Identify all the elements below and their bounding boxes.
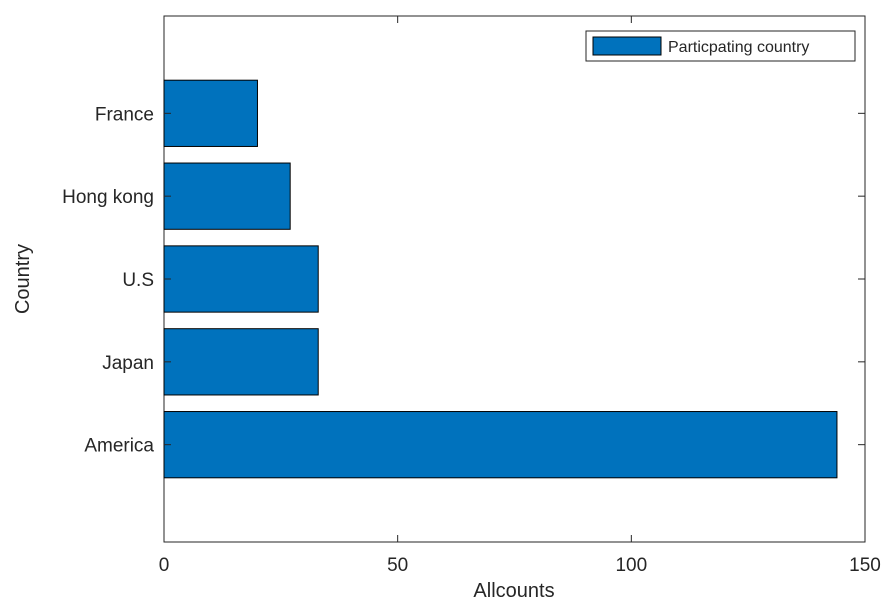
y-ticks-group: America Japan U.S Hong kong France — [62, 104, 865, 457]
x-axis-title: Allcounts — [473, 580, 554, 601]
bar-america — [163, 411, 838, 479]
y-tick-label: U.S — [122, 270, 154, 291]
bars-group — [163, 79, 838, 479]
bar-hong-kong — [163, 162, 291, 230]
x-tick-label: 100 — [615, 555, 647, 576]
y-axis-title: Country — [12, 244, 34, 314]
y-tick-label: Japan — [102, 353, 154, 374]
bar-france — [163, 79, 258, 147]
y-tick-label: America — [84, 436, 154, 457]
x-tick-label: 50 — [387, 555, 408, 576]
x-ticks-group: 0 50 100 150 — [159, 16, 881, 576]
x-tick-label: 0 — [159, 555, 170, 576]
y-tick-label: Hong kong — [62, 187, 154, 208]
y-tick-label: France — [95, 104, 154, 125]
bar-u-s — [163, 245, 319, 313]
legend-label: Particpating country — [668, 39, 809, 56]
bar-japan — [163, 328, 319, 396]
x-tick-label: 150 — [849, 555, 881, 576]
legend: Particpating country — [585, 30, 856, 62]
legend-swatch — [592, 36, 662, 56]
